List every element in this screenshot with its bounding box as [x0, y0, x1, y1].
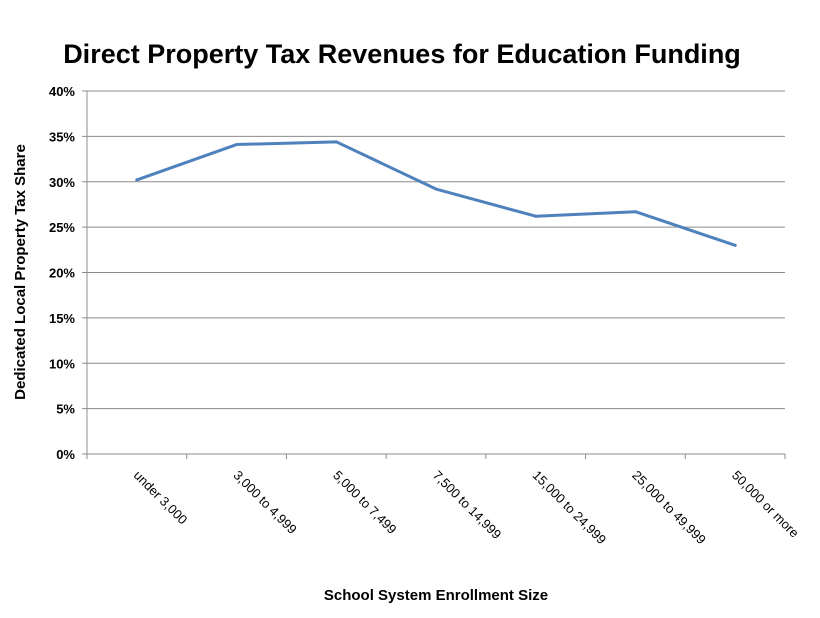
data-point: [334, 140, 338, 144]
y-tick-label: 0%: [56, 447, 75, 462]
y-tick-label: 25%: [49, 220, 75, 235]
x-tick-label: 15,000 to 24,999: [530, 468, 610, 548]
gridlines: [87, 90, 785, 410]
x-tick-labels: under 3,000 3,000 to 4,999 5,000 to 7,499 7…: [131, 468, 802, 548]
y-tick-label: 40%: [49, 84, 75, 99]
x-tick-label: 5,000 to 7,499: [330, 468, 399, 537]
y-tick-label: 10%: [49, 356, 75, 371]
data-point: [135, 178, 139, 182]
data-point: [434, 187, 438, 191]
x-axis-title: School System Enrollment Size: [324, 587, 548, 604]
x-tick-label: 25,000 to 49,999: [629, 468, 709, 548]
data-point: [733, 243, 737, 247]
data-point: [534, 214, 538, 218]
x-tick-label: 50,000 or more: [729, 468, 802, 541]
y-axis-title: Dedicated Local Property Tax Share: [12, 144, 29, 400]
chart-title: Direct Property Tax Revenues for Educati…: [63, 39, 741, 69]
y-tick-label: 5%: [56, 402, 75, 417]
data-point: [235, 143, 239, 147]
x-tick-label: 3,000 to 4,999: [230, 468, 299, 537]
y-tick-label: 35%: [49, 129, 75, 144]
x-tick-label: under 3,000: [131, 468, 191, 528]
y-tick-labels: 0% 5% 10% 15% 20% 25% 30% 35% 40%: [49, 84, 75, 462]
y-tick-label: 20%: [49, 266, 75, 281]
series-layer: [135, 140, 737, 247]
y-tick-label: 15%: [49, 311, 75, 326]
x-tick-label: 7,500 to 14,999: [430, 468, 505, 543]
y-tick-label: 30%: [49, 175, 75, 190]
series-line: [135, 140, 737, 247]
data-point: [633, 210, 637, 214]
axes: [82, 90, 786, 459]
